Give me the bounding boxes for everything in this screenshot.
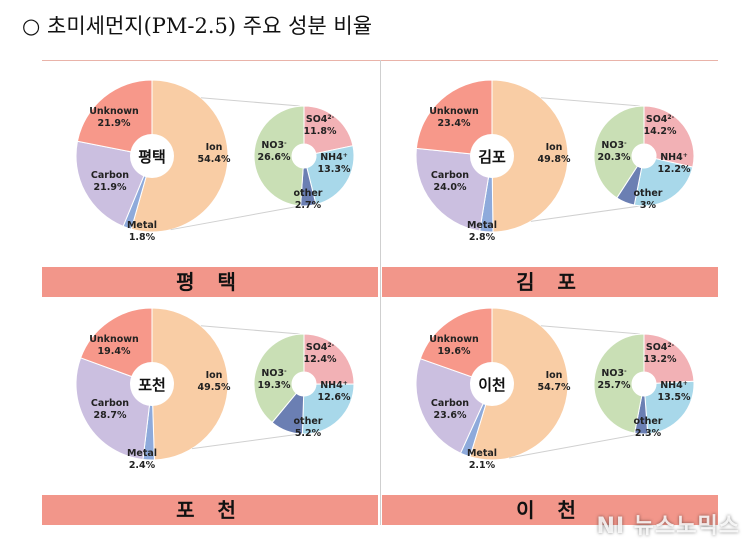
data-label-carbon: Carbon 23.6% — [431, 398, 469, 421]
data-label-unknown: Unknown 23.4% — [429, 106, 479, 129]
page-title: ○ 초미세먼지(PM-2.5) 주요 성분 비율 — [22, 14, 373, 38]
ion-label-no3: NO3-26.6% — [258, 140, 291, 164]
region-center-label: 김포 — [478, 148, 506, 166]
panel-pocheon: 포천 Ion 49.5% Metal 2.4% Carbon 28.7% Unknown 19.… — [42, 292, 380, 528]
slice-ion — [130, 79, 229, 233]
ion-slice-no3 — [253, 105, 305, 207]
pie-chart-icheon: 이천 Ion 54.7% Metal 2.1% Carbon 23.6% Unknown 19.… — [415, 307, 695, 471]
connector-line-top — [200, 97, 301, 107]
ion-slice-no3 — [253, 333, 305, 424]
ion-label-nh4: NH4+ 13.5% — [658, 380, 691, 404]
ion-slice-so4 — [303, 333, 355, 385]
slice-ion — [491, 79, 569, 233]
data-label-ion: Ion 49.5% — [198, 370, 231, 393]
ion-label-so4: SO42-13.2% — [644, 342, 677, 366]
ion-slice-nh4 — [306, 145, 355, 206]
slice-unknown — [80, 307, 153, 385]
ion-label-nh4: NH4+ 12.2% — [658, 152, 691, 176]
region-bar-label: 평 택 — [176, 270, 244, 294]
region-bar-label: 이 천 — [516, 498, 584, 522]
pie-center-hole — [470, 362, 514, 406]
news-watermark: NI 뉴스노믹스 — [596, 514, 740, 539]
ion-slice-nh4 — [633, 158, 694, 207]
ion-label-nh4: NH4+ 13.3% — [318, 152, 351, 176]
center-divider — [380, 60, 381, 525]
ion-label-other: other 5.2% — [294, 416, 323, 439]
slice-unknown — [76, 79, 153, 157]
data-label-carbon: Carbon 21.9% — [91, 170, 129, 193]
ion-slice-no3 — [593, 105, 645, 199]
pie-chart-pocheon: 포천 Ion 49.5% Metal 2.4% Carbon 28.7% Unknown 19.… — [75, 307, 355, 471]
ion-label-no3: NO3-20.3% — [598, 140, 631, 164]
ion-slice-nh4 — [644, 380, 695, 435]
data-label-metal: Metal 2.8% — [467, 220, 497, 243]
region-center-label: 포천 — [138, 376, 166, 394]
region-center-label: 평택 — [138, 148, 166, 166]
ion-label-so4: SO42-11.8% — [304, 114, 337, 138]
slice-unknown — [419, 307, 493, 385]
data-label-ion: Ion 49.8% — [538, 142, 571, 165]
connector-line-top — [540, 325, 641, 335]
connector-line-bottom — [170, 205, 301, 231]
ion-slice-so4 — [303, 105, 354, 155]
region-bar — [382, 267, 718, 297]
ion-label-so4: SO42-12.4% — [304, 342, 337, 366]
ion-label-other: other 2.3% — [634, 416, 663, 439]
pie-chart-gimpo: 김포 Ion 49.8% Metal 2.8% Carbon 24.0% Unknown 23.… — [415, 79, 695, 243]
ion-label-nh4: NH4+ 12.6% — [318, 380, 351, 404]
data-label-unknown: Unknown 21.9% — [89, 106, 139, 129]
ion-label-so4: SO42-14.2% — [644, 114, 677, 138]
data-label-metal: Metal 2.1% — [467, 448, 497, 471]
ion-slice-so4 — [643, 333, 695, 384]
ion-slice-nh4 — [301, 383, 355, 435]
region-bar — [42, 267, 378, 297]
data-label-unknown: Unknown 19.4% — [89, 334, 139, 357]
data-label-metal: Metal 2.4% — [127, 448, 157, 471]
data-label-ion: Ion 54.7% — [538, 370, 571, 393]
ion-slice-no3 — [593, 333, 645, 434]
panel-pyeongtaek: 평택 Ion 54.4% Metal 1.8% Carbon 21.9% Unknown 21.… — [42, 64, 380, 300]
ion-label-other: other 2.7% — [294, 188, 323, 211]
data-label-carbon: Carbon 28.7% — [91, 398, 129, 421]
region-bar-label: 김 포 — [516, 270, 584, 294]
data-label-ion: Ion 54.4% — [198, 142, 231, 165]
pie-center-hole — [470, 134, 514, 178]
region-bar — [42, 495, 378, 525]
region-bar-label: 포 천 — [176, 498, 244, 522]
connector-line-bottom — [530, 205, 641, 222]
region-bar — [382, 495, 718, 525]
slice-carbon — [415, 147, 493, 232]
connector-line-bottom — [191, 433, 301, 450]
data-label-metal: Metal 1.8% — [127, 220, 157, 243]
ion-slice-so4 — [643, 105, 695, 168]
region-center-label: 이천 — [478, 376, 506, 394]
pie-center-hole — [130, 134, 174, 178]
panel-gimpo: 김포 Ion 49.8% Metal 2.8% Carbon 24.0% Unknown 23.… — [382, 64, 720, 300]
data-label-unknown: Unknown 19.6% — [429, 334, 479, 357]
ion-label-no3: NO3-19.3% — [258, 368, 291, 392]
panel-icheon: 이천 Ion 54.7% Metal 2.1% Carbon 23.6% Unknown 19.… — [382, 292, 720, 528]
slice-ion — [469, 307, 569, 461]
connector-line-top — [540, 97, 641, 107]
ion-label-other: other 3% — [634, 188, 663, 211]
slice-ion — [151, 307, 229, 461]
ion-label-no3: NO3-25.7% — [598, 368, 631, 392]
connector-line-top — [200, 325, 301, 335]
slice-unknown — [415, 79, 493, 157]
data-label-carbon: Carbon 24.0% — [431, 170, 469, 193]
pie-center-hole — [130, 362, 174, 406]
pie-chart-pyeongtaek: 평택 Ion 54.4% Metal 1.8% Carbon 21.9% Unknown 21.… — [75, 79, 355, 243]
connector-line-bottom — [509, 433, 641, 459]
